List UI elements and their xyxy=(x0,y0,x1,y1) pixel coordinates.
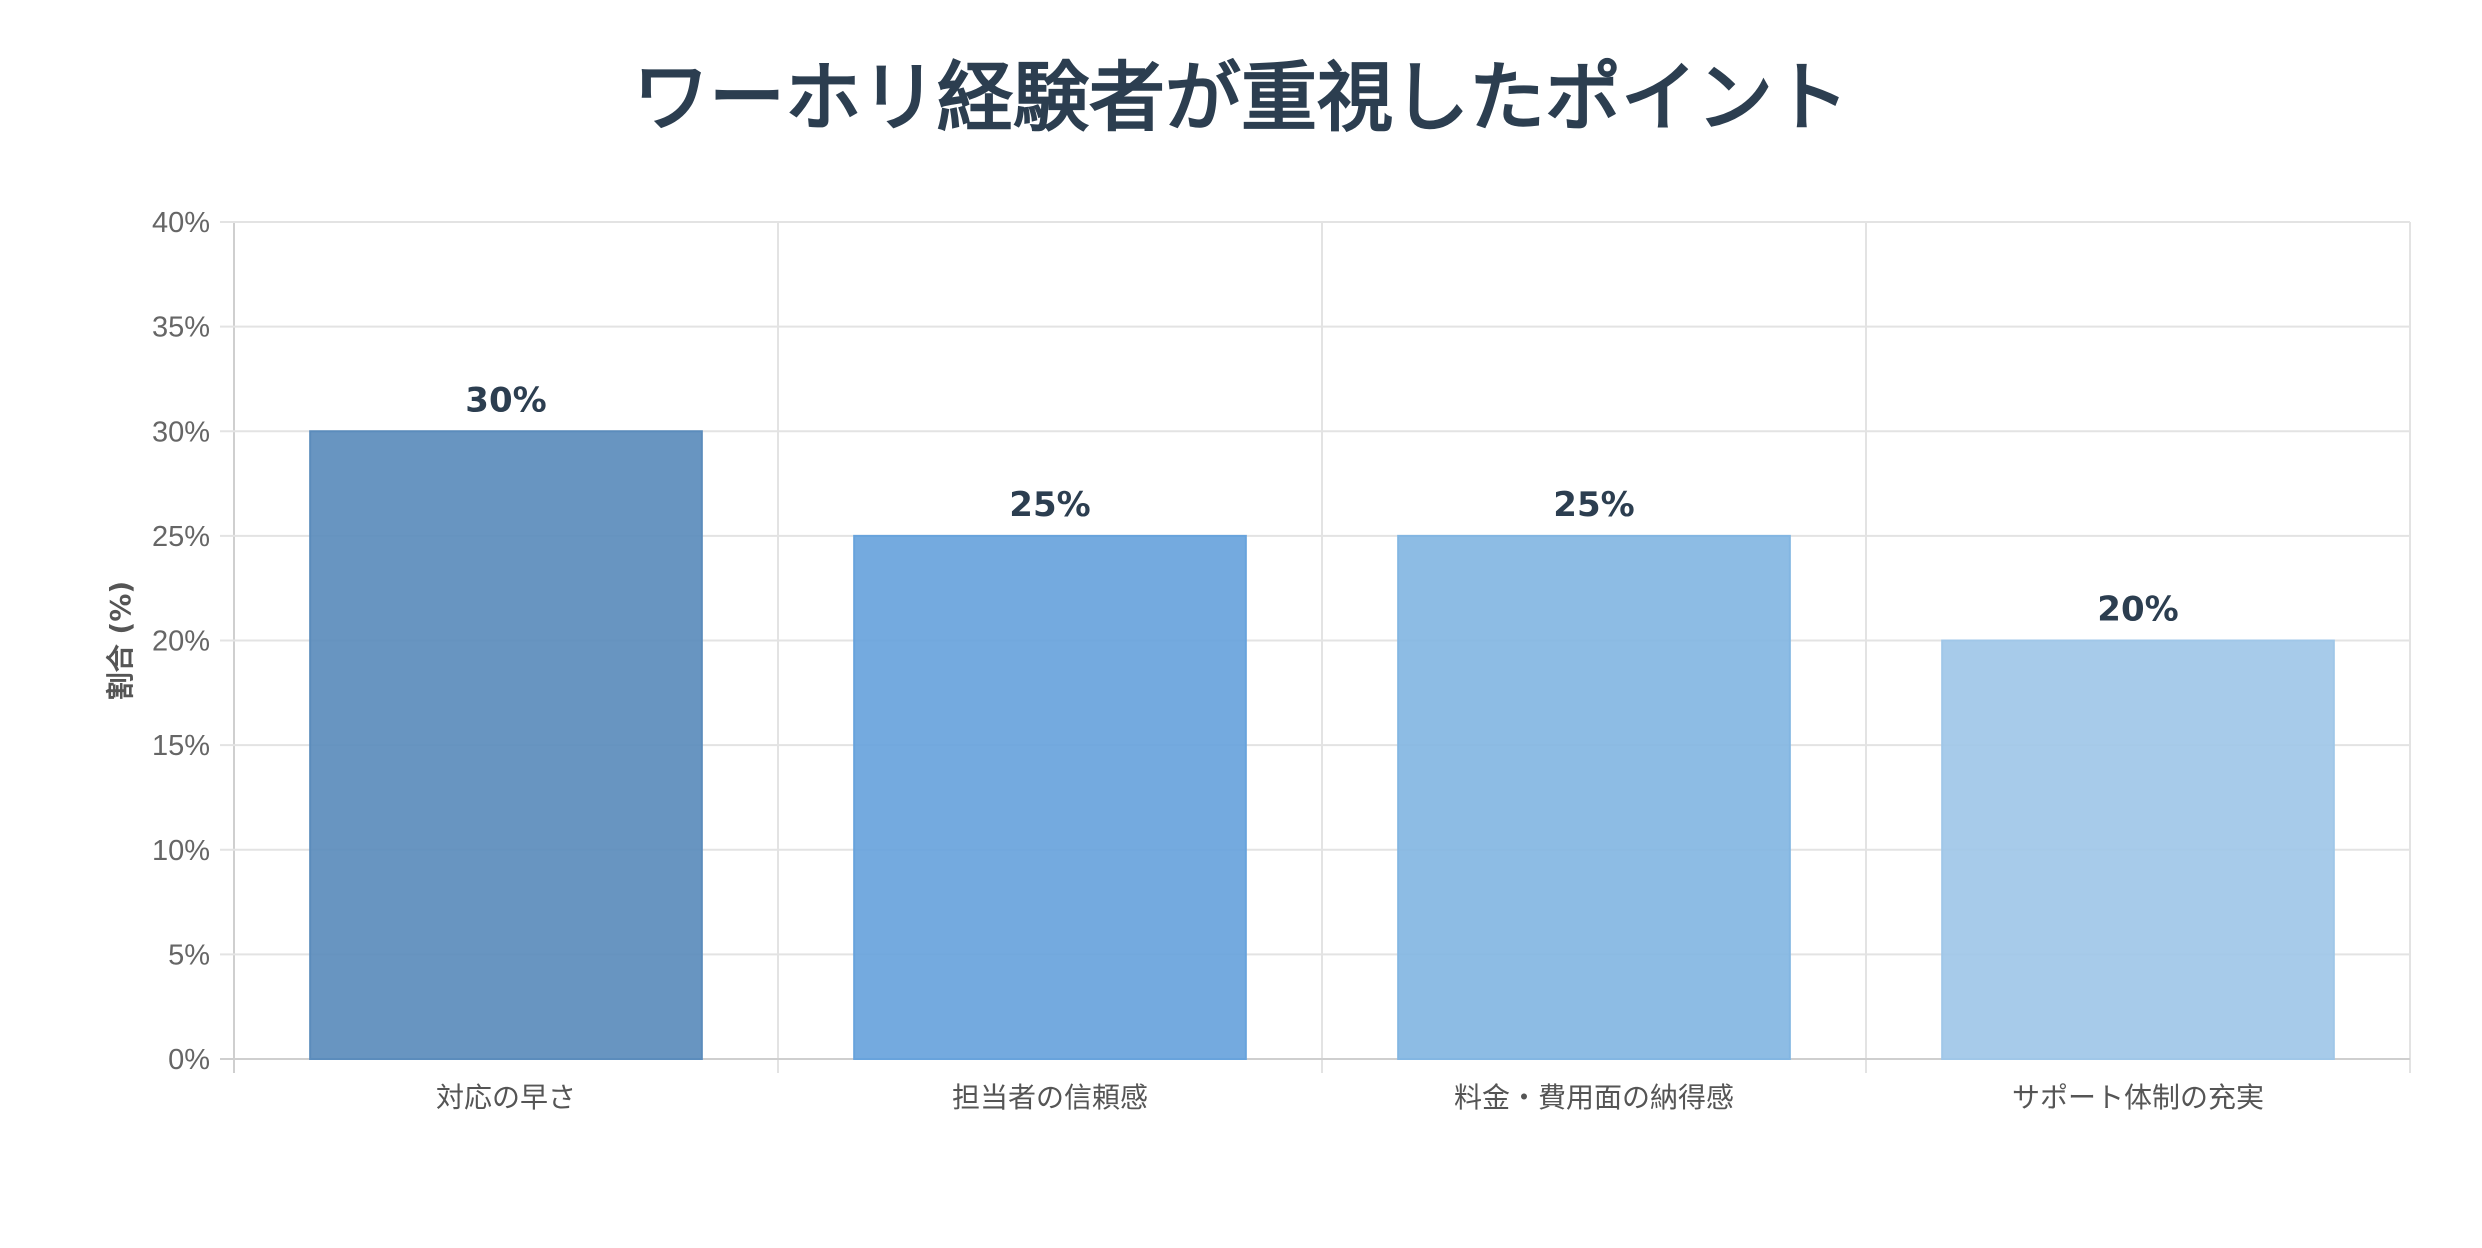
chart-title: ワーホリ経験者が重視したポイント xyxy=(633,53,1849,142)
y-tick-label: 40% xyxy=(152,207,210,239)
bar xyxy=(1397,534,1791,1060)
x-category-label: サポート体制の充実 xyxy=(2012,1081,2264,1114)
x-category-label: 担当者の信頼感 xyxy=(952,1081,1148,1114)
y-tick-label: 30% xyxy=(152,416,210,448)
y-tick-label: 10% xyxy=(152,835,210,867)
y-tick-label: 25% xyxy=(152,521,210,553)
y-tick-label: 15% xyxy=(152,730,210,762)
bar-value-label: 25% xyxy=(1009,485,1090,525)
bar-value-label: 25% xyxy=(1553,485,1634,525)
x-category-label: 料金・費用面の納得感 xyxy=(1454,1081,1734,1114)
y-tick-label: 5% xyxy=(168,939,210,971)
y-tick-label: 20% xyxy=(152,626,210,658)
bar xyxy=(853,534,1247,1060)
y-tick-label: 0% xyxy=(168,1044,210,1076)
bar xyxy=(1941,639,2335,1060)
bar-value-label: 20% xyxy=(2097,590,2178,630)
bar-value-label: 30% xyxy=(465,380,546,420)
bar xyxy=(309,430,703,1060)
x-category-label: 対応の早さ xyxy=(436,1081,576,1114)
y-tick-label: 35% xyxy=(152,312,210,344)
y-axis-title: 割合 (%) xyxy=(104,581,137,700)
